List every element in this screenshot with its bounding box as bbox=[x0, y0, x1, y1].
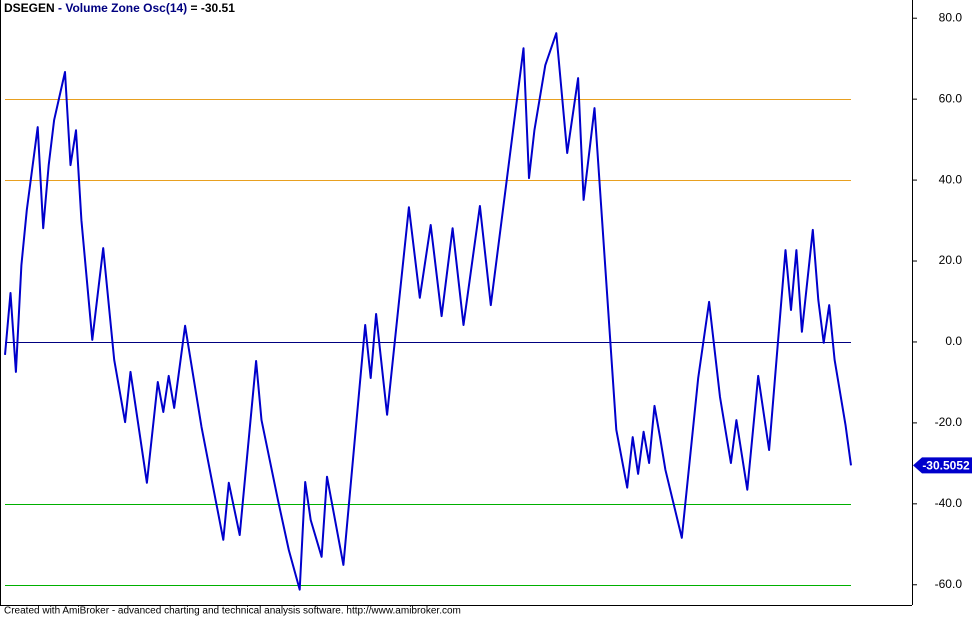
chart-title: DSEGEN - Volume Zone Osc(14) = -30.51 bbox=[4, 1, 235, 15]
y-tick-label: 20.0 bbox=[939, 253, 963, 267]
title-part: - bbox=[55, 1, 66, 15]
y-tick-label: -20.0 bbox=[935, 415, 963, 429]
y-tick-label: 60.0 bbox=[939, 91, 963, 105]
y-tick-label: -40.0 bbox=[935, 496, 963, 510]
title-part: DSEGEN bbox=[4, 1, 55, 15]
line bbox=[4, 32, 852, 591]
last-value-label: -30.5052 bbox=[922, 459, 970, 473]
last-value-marker bbox=[913, 457, 972, 474]
y-tick-label: -60.0 bbox=[935, 577, 963, 591]
y-tick-label: 40.0 bbox=[939, 172, 963, 186]
y-tick-label: 80.0 bbox=[939, 10, 963, 24]
title-part: = -30.51 bbox=[187, 1, 235, 15]
title-part: Volume Zone Osc(14) bbox=[65, 1, 187, 15]
footer: Created with AmiBroker - advanced charti… bbox=[4, 606, 461, 617]
y-tick-label: 0.0 bbox=[945, 334, 962, 348]
